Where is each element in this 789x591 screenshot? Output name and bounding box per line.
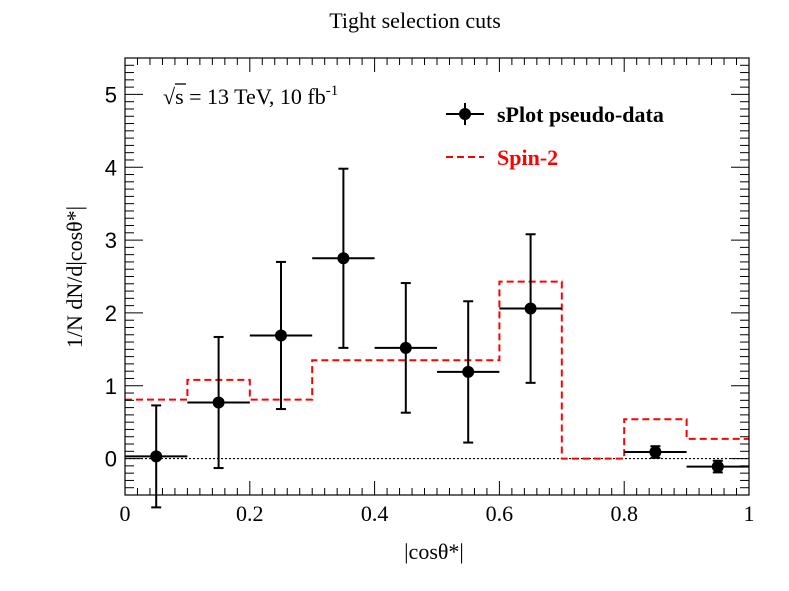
sqrt-sign: √ <box>163 84 176 109</box>
data-marker <box>212 396 225 409</box>
data-point <box>374 282 437 414</box>
data-marker <box>337 252 350 265</box>
x-tick-label: 0 <box>120 501 131 526</box>
energy-annotation: √s = 13 TeV, 10 fb-1 <box>163 83 338 109</box>
data-point <box>187 335 250 470</box>
energy-text: = 13 TeV, 10 fb <box>184 84 326 109</box>
y-tick-label: 5 <box>105 82 117 107</box>
x-tick-label: 0.4 <box>361 501 389 526</box>
legend-data-label: sPlot pseudo-data <box>497 102 664 127</box>
data-point <box>125 404 188 509</box>
y-tick-label: 0 <box>105 447 117 472</box>
data-marker <box>399 341 412 354</box>
data-point <box>249 260 313 411</box>
data-marker <box>524 302 537 315</box>
y-axis-label: 1/N dN/d|cosθ*| <box>62 206 87 348</box>
x-tick-label: 0.8 <box>610 501 638 526</box>
x-tick-label: 0.6 <box>486 501 514 526</box>
lumi-exponent: -1 <box>326 83 339 99</box>
y-tick-label: 2 <box>105 301 117 326</box>
x-tick-label: 1 <box>744 501 755 526</box>
pseudo-data-points-group <box>125 167 749 509</box>
data-point <box>686 459 749 474</box>
legend-spin2-label: Spin-2 <box>497 145 558 170</box>
data-marker <box>462 365 475 378</box>
data-point <box>499 233 562 384</box>
data-point <box>624 445 687 459</box>
data-marker <box>150 450 163 463</box>
axes-group: 0 0.2 0.4 0.6 0.8 1 0 1 2 3 4 5 <box>105 57 755 526</box>
y-tick-label: 4 <box>105 155 117 180</box>
data-marker <box>649 446 662 459</box>
y-tick-label: 1 <box>105 374 117 399</box>
legend: sPlot pseudo-data Spin-2 <box>446 102 664 170</box>
data-point <box>437 300 500 444</box>
data-marker <box>711 460 724 473</box>
data-point <box>312 167 375 349</box>
x-tick-label: 0.2 <box>236 501 264 526</box>
energy-s-symbol: s <box>175 84 184 109</box>
legend-data-marker <box>459 108 471 120</box>
data-marker <box>275 329 287 342</box>
y-tick-label: 3 <box>105 228 117 253</box>
chart-title: Tight selection cuts <box>329 8 501 33</box>
x-axis-label: |cosθ*| <box>404 539 464 564</box>
